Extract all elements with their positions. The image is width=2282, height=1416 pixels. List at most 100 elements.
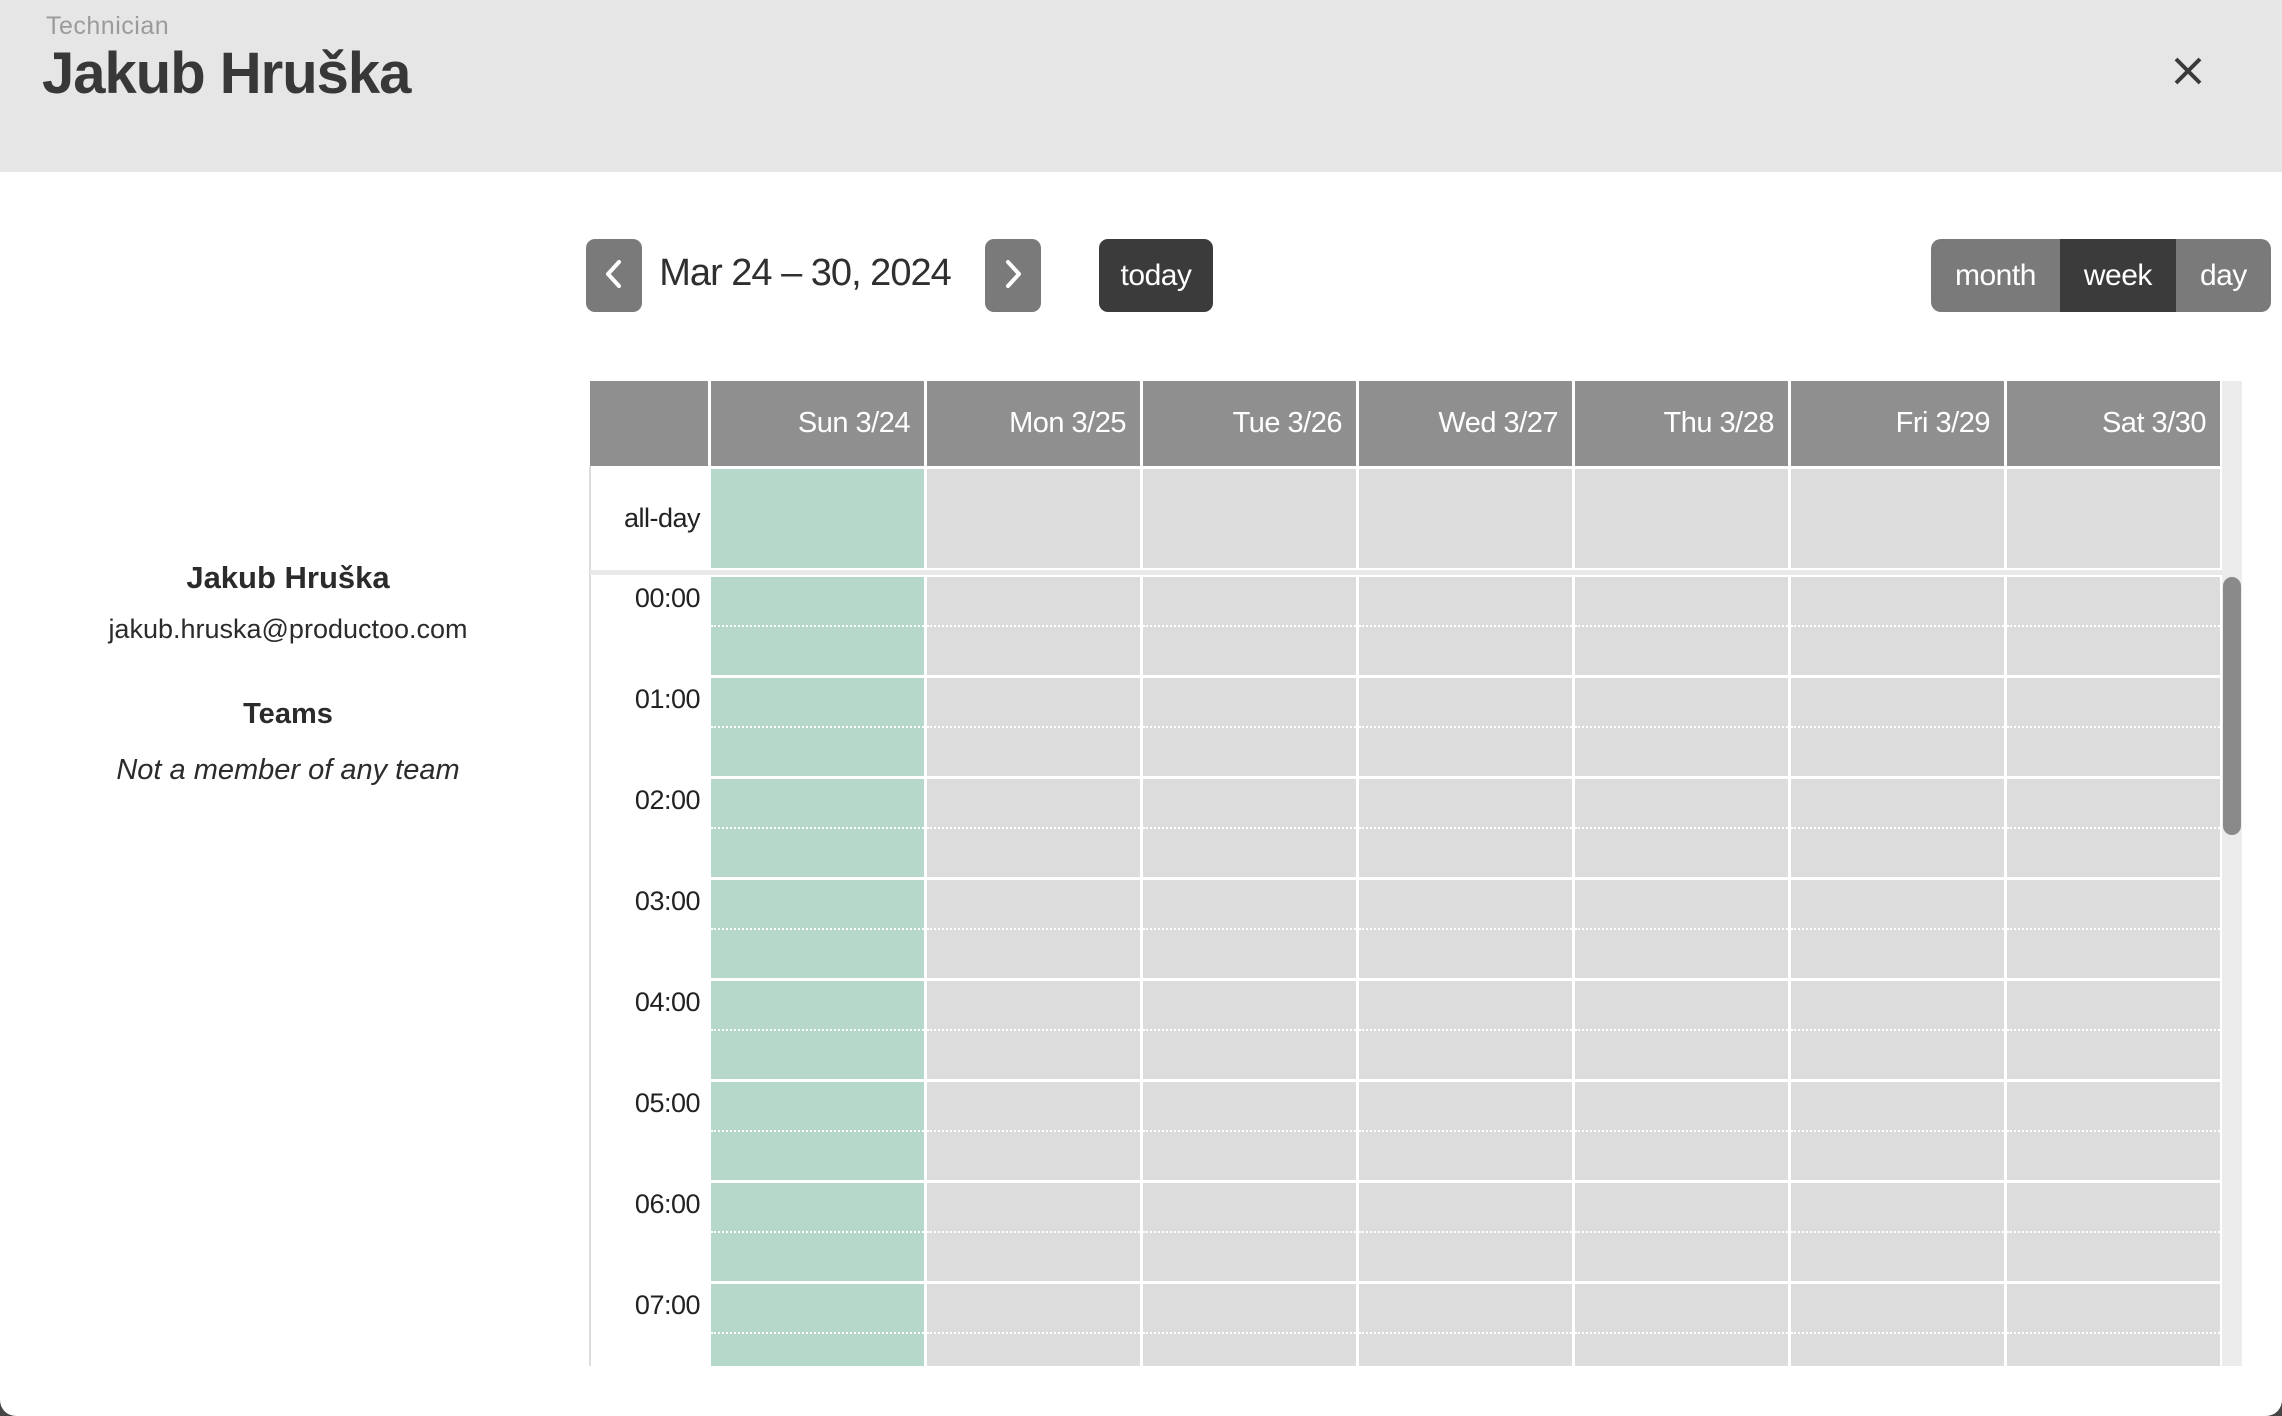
- profile-email: jakub.hruska@productoo.com: [108, 614, 468, 644]
- close-icon: [2168, 57, 2208, 94]
- half-hour-line: [1359, 1130, 1572, 1132]
- time-slot-cell: [927, 1284, 1140, 1366]
- axis-time-label: 07:00: [634, 1290, 701, 1320]
- half-hour-line: [927, 726, 1140, 728]
- view-button-month[interactable]: month: [1931, 239, 2060, 312]
- chevron-right-icon: [1000, 257, 1026, 294]
- today-button[interactable]: today: [1099, 239, 1213, 312]
- axis-time-label: 06:00: [634, 1189, 701, 1219]
- axis-time-label: 02:00: [634, 785, 701, 815]
- time-slot-cell: [2007, 880, 2220, 978]
- half-hour-line: [1143, 1332, 1356, 1334]
- half-hour-line: [1359, 726, 1572, 728]
- day-header-cell: Sun 3/24: [711, 381, 924, 466]
- half-hour-line: [711, 1332, 924, 1334]
- time-slot-cell: [1143, 880, 1356, 978]
- time-slot-cell: [1359, 779, 1572, 877]
- time-slot-cell: [927, 981, 1140, 1079]
- time-grid: 00:00 01:00 02:00 03:00 04:00 05:00 06:00 07:00: [590, 577, 2242, 1366]
- close-button[interactable]: [2160, 44, 2216, 100]
- half-hour-line: [1791, 827, 2004, 829]
- half-hour-line: [1359, 625, 1572, 627]
- time-slot-cell: [1143, 779, 1356, 877]
- time-slot-cell: [1575, 779, 1788, 877]
- half-hour-line: [1575, 625, 1788, 627]
- date-range-title: Mar 24 – 30, 2024: [659, 252, 951, 294]
- half-hour-line: [1575, 827, 1788, 829]
- half-hour-line: [711, 726, 924, 728]
- time-slot-cell: [1575, 577, 1788, 675]
- time-slot-cell: [1359, 1284, 1572, 1366]
- day-header-cell: Fri 3/29: [1791, 381, 2004, 466]
- half-hour-line: [1359, 928, 1572, 930]
- time-slot-cell: [1791, 880, 2004, 978]
- time-slot-cell: [2007, 1284, 2220, 1366]
- time-slot-cell: [1791, 981, 2004, 1079]
- half-hour-line: [1143, 726, 1356, 728]
- time-slot-cell: [927, 577, 1140, 675]
- prev-week-button[interactable]: [586, 239, 642, 312]
- half-hour-line: [2007, 1231, 2220, 1233]
- vertical-scrollbar[interactable]: [2222, 381, 2242, 1366]
- half-hour-line: [711, 1231, 924, 1233]
- axis-time-label: 00:00: [634, 583, 701, 613]
- time-slot-cell: [2007, 1183, 2220, 1281]
- time-slot-cell: [1791, 779, 2004, 877]
- time-slot-cell: [1791, 678, 2004, 776]
- time-slot-cell: [927, 1082, 1140, 1180]
- time-slot-cell: [2007, 577, 2220, 675]
- all-day-cell: [1791, 469, 2004, 568]
- time-slot-cell: [1359, 981, 1572, 1079]
- calendar-header-axis-cell: [590, 381, 708, 466]
- next-week-button[interactable]: [985, 239, 1041, 312]
- calendar-left-border: [589, 466, 591, 1366]
- half-hour-line: [1143, 827, 1356, 829]
- half-hour-line: [1791, 1231, 2004, 1233]
- time-slot-cell: [1575, 880, 1788, 978]
- time-slot-cell: [927, 880, 1140, 978]
- half-hour-line: [1575, 928, 1788, 930]
- time-slot-cell: [711, 1284, 924, 1366]
- banner: Technician Jakub Hruška: [0, 0, 2282, 172]
- view-button-week[interactable]: week: [2059, 239, 2176, 312]
- all-day-cell: [711, 469, 924, 568]
- day-header-cell: Wed 3/27: [1359, 381, 1572, 466]
- half-hour-line: [1359, 1332, 1572, 1334]
- chevron-left-icon: [601, 257, 627, 294]
- time-slot-cell: [711, 1183, 924, 1281]
- all-day-cell: [1143, 469, 1356, 568]
- half-hour-line: [1791, 625, 2004, 627]
- time-slot-cell: [1791, 1284, 2004, 1366]
- half-hour-line: [927, 1130, 1140, 1132]
- teams-heading: Teams: [243, 698, 333, 730]
- view-button-day[interactable]: day: [2175, 239, 2271, 312]
- time-slot-cell: [711, 1082, 924, 1180]
- half-hour-line: [2007, 1130, 2220, 1132]
- time-slot-cell: [1791, 577, 2004, 675]
- half-hour-line: [1143, 1231, 1356, 1233]
- half-hour-line: [711, 1130, 924, 1132]
- axis-time-label: 04:00: [634, 987, 701, 1017]
- half-hour-line: [1359, 827, 1572, 829]
- axis-time-label: 03:00: [634, 886, 701, 916]
- half-hour-line: [2007, 1332, 2220, 1334]
- time-slot-cell: [1359, 678, 1572, 776]
- time-slot-cell: [1575, 678, 1788, 776]
- all-day-cell: [927, 469, 1140, 568]
- day-header-cell: Thu 3/28: [1575, 381, 1788, 466]
- half-hour-line: [1359, 1029, 1572, 1031]
- time-slot-cell: [1791, 1082, 2004, 1180]
- time-slot-cell: [1359, 880, 1572, 978]
- half-hour-line: [2007, 1029, 2220, 1031]
- scrollbar-thumb[interactable]: [2223, 577, 2241, 835]
- half-hour-line: [1791, 1130, 2004, 1132]
- time-slot-cell: [1575, 1082, 1788, 1180]
- time-slot-cell: [2007, 981, 2220, 1079]
- half-hour-line: [927, 827, 1140, 829]
- half-hour-line: [1575, 1029, 1788, 1031]
- time-slot-cell: [927, 779, 1140, 877]
- time-slot-cell: [1359, 1183, 1572, 1281]
- half-hour-line: [927, 928, 1140, 930]
- time-slot-cell: [711, 880, 924, 978]
